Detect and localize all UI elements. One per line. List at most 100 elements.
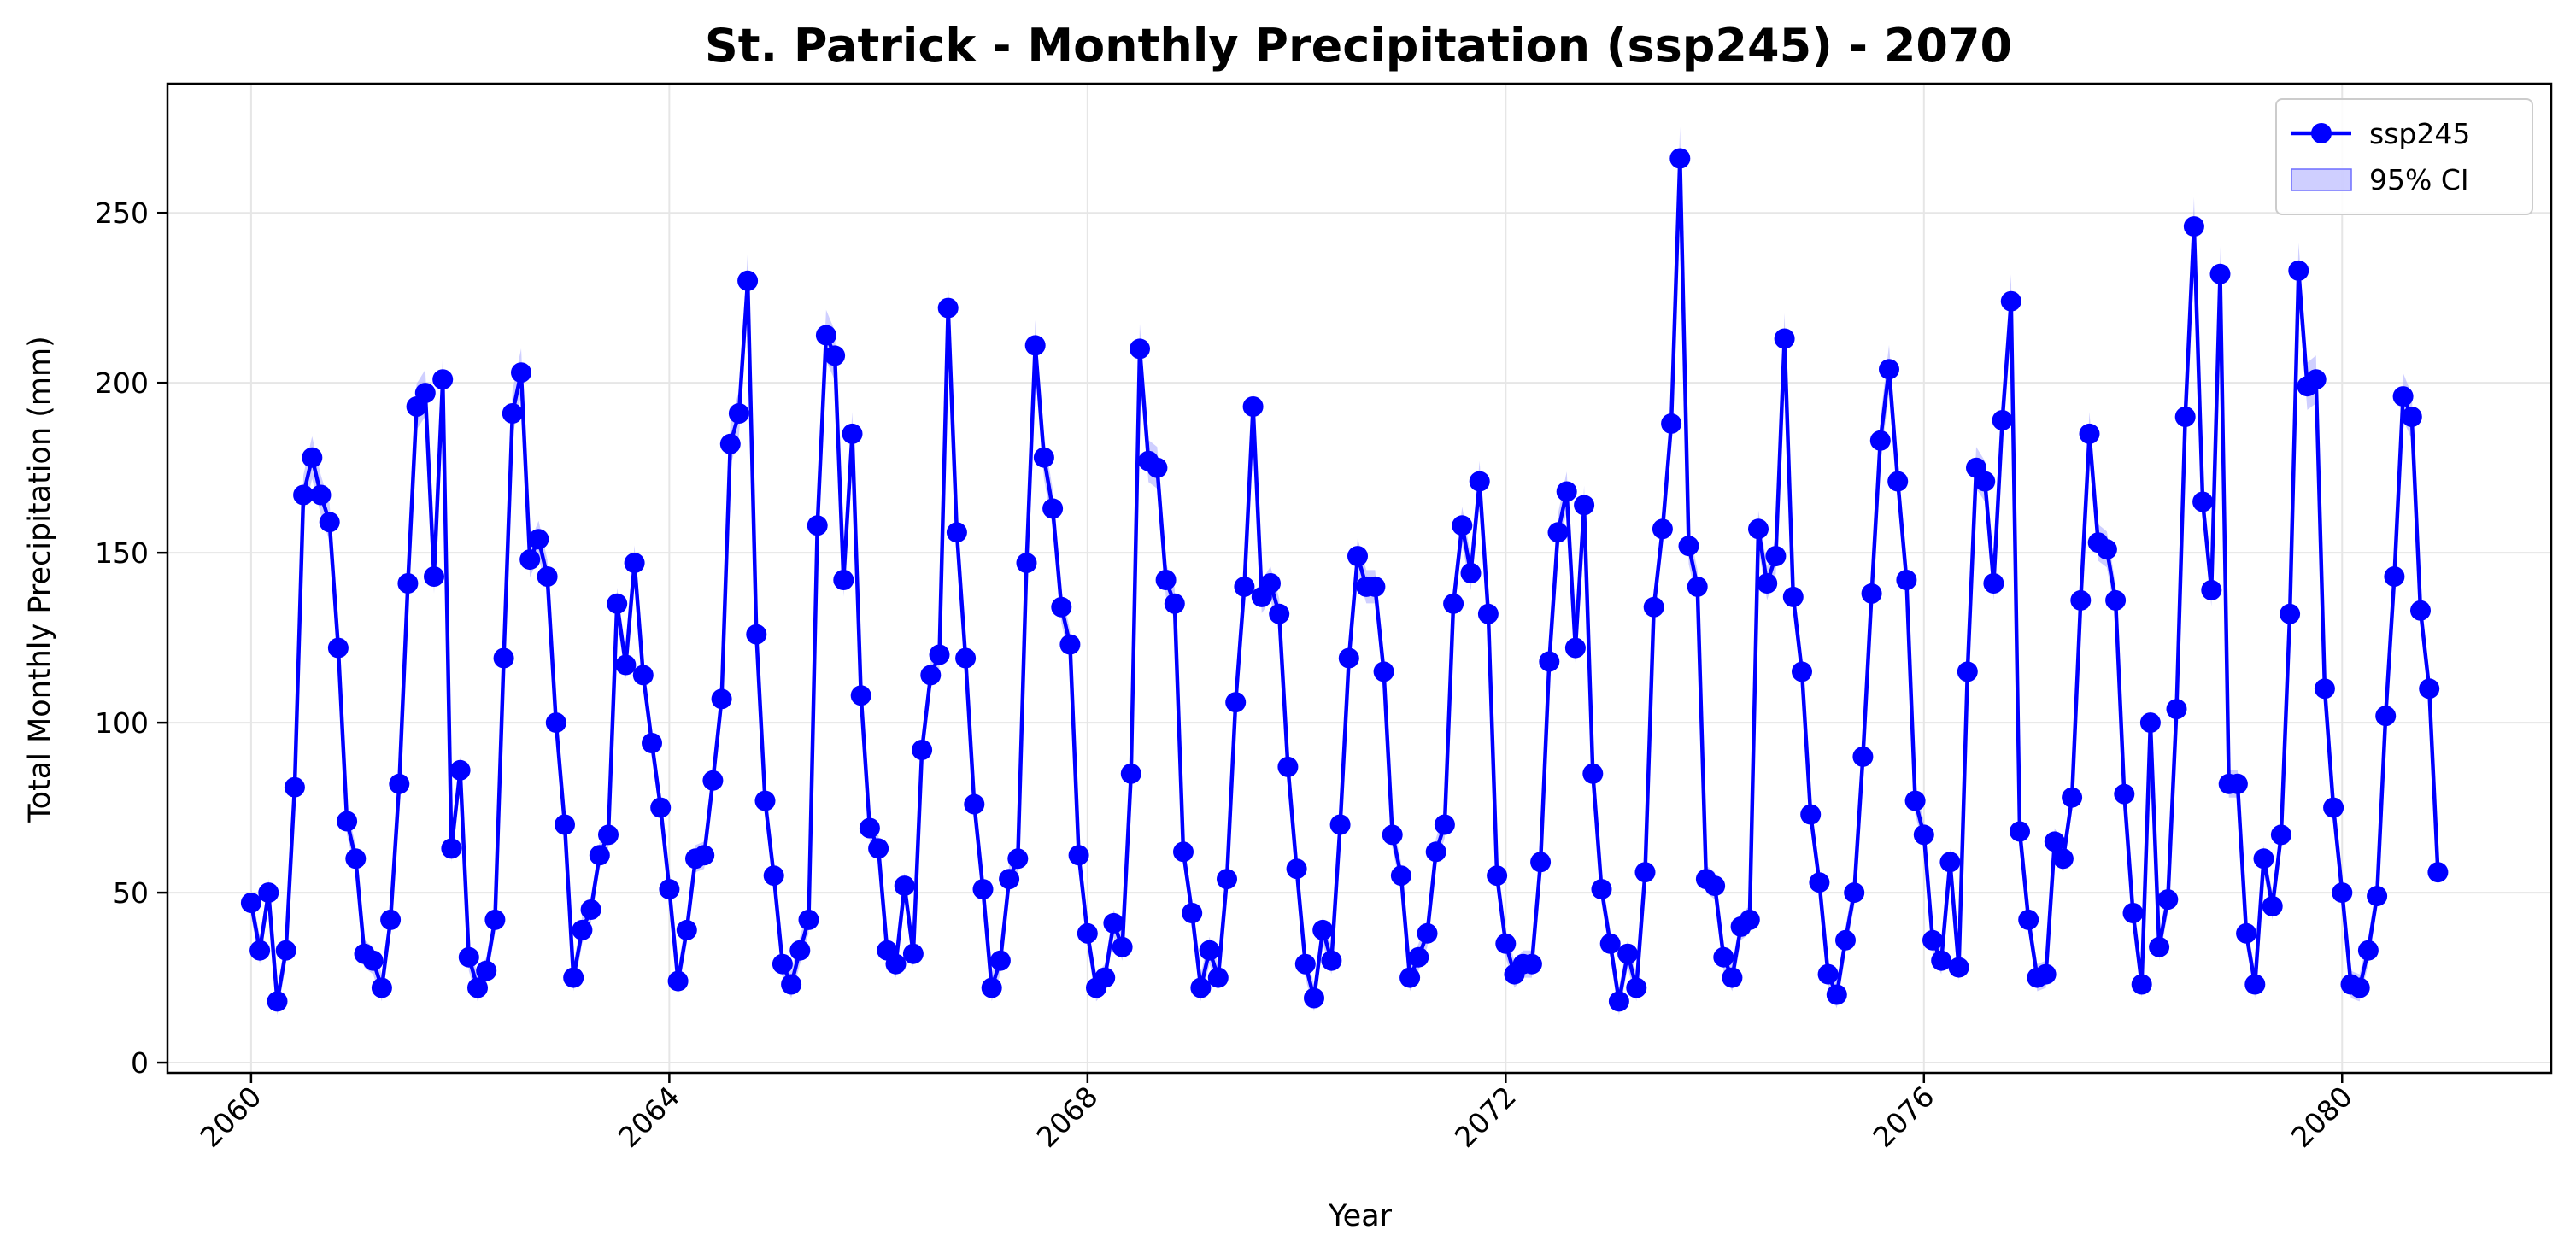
- data-point: [859, 817, 880, 839]
- data-point: [380, 909, 402, 930]
- data-point: [1887, 471, 1909, 492]
- x-axis-ticks: 2060 2064 2068 2072 2076 2080: [194, 1073, 2359, 1154]
- data-point: [1277, 756, 1299, 777]
- y-tick-label: 100: [95, 706, 149, 740]
- y-tick-label: 0: [131, 1046, 149, 1080]
- data-point: [1147, 457, 1168, 478]
- data-point: [2357, 940, 2379, 961]
- data-point: [1042, 498, 1064, 519]
- data-point: [2392, 386, 2414, 407]
- data-point: [1748, 518, 1769, 540]
- data-point: [807, 515, 828, 536]
- data-point: [1547, 522, 1569, 543]
- data-point: [1443, 593, 1464, 614]
- data-point: [824, 345, 846, 366]
- y-axis-ticks: 0 50 100 150 200 250: [95, 196, 167, 1080]
- x-tick-label: 2076: [1866, 1080, 1940, 1154]
- data-point: [1382, 824, 1403, 846]
- data-point: [2018, 909, 2039, 930]
- data-point: [999, 869, 1020, 890]
- data-point: [1434, 814, 1455, 835]
- data-point: [1477, 603, 1499, 624]
- data-point: [397, 573, 419, 594]
- data-point: [711, 688, 732, 710]
- data-point: [2105, 589, 2127, 611]
- data-point: [650, 797, 672, 818]
- data-point: [2000, 290, 2021, 312]
- data-point: [937, 297, 959, 319]
- series-line-layer: [249, 156, 2440, 1004]
- data-point: [310, 484, 332, 506]
- data-point: [955, 647, 977, 669]
- data-point: [537, 566, 558, 587]
- data-point: [1556, 481, 1577, 502]
- data-point: [580, 899, 601, 920]
- data-point: [1861, 583, 1882, 604]
- data-point: [2183, 216, 2204, 237]
- data-point: [1869, 430, 1891, 451]
- data-point: [555, 814, 575, 835]
- data-point: [337, 811, 358, 832]
- data-point: [1564, 637, 1586, 659]
- data-point: [1024, 335, 1046, 356]
- data-point: [2305, 369, 2327, 390]
- data-point: [912, 740, 933, 760]
- data-point: [1207, 967, 1229, 988]
- data-point: [667, 970, 689, 992]
- data-point: [2166, 699, 2187, 720]
- data-point: [1190, 977, 1212, 998]
- legend: ssp245 95% CI: [2275, 98, 2533, 215]
- data-point: [1390, 865, 1411, 887]
- data-point: [1364, 576, 1386, 597]
- data-point: [1774, 328, 1795, 349]
- data-point: [1225, 692, 1247, 713]
- data-point: [476, 960, 497, 981]
- data-point: [1425, 841, 1446, 863]
- data-point: [267, 991, 288, 1012]
- data-point: [1687, 576, 1708, 597]
- data-point: [1599, 933, 1621, 954]
- data-point: [258, 882, 279, 904]
- data-point: [676, 919, 697, 940]
- data-point: [1922, 929, 1943, 951]
- data-point: [545, 712, 566, 734]
- data-point: [2427, 862, 2449, 883]
- data-point: [2401, 407, 2422, 427]
- data-point: [1904, 790, 1926, 811]
- data-point: [1652, 518, 1673, 540]
- data-point: [1975, 471, 1996, 492]
- data-point: [424, 566, 444, 587]
- data-point: [484, 909, 506, 930]
- data-point: [1617, 943, 1639, 964]
- data-point: [1417, 922, 1438, 944]
- data-point: [1112, 936, 1133, 957]
- data-point: [1164, 593, 1185, 614]
- data-point: [1217, 869, 1237, 890]
- data-point: [2062, 787, 2083, 808]
- data-point: [572, 919, 593, 940]
- x-tick-label: 2080: [2285, 1080, 2359, 1154]
- data-point: [1234, 576, 1255, 597]
- data-point: [1130, 338, 1150, 360]
- data-point: [885, 953, 907, 975]
- data-point: [1661, 413, 1682, 434]
- data-point: [1792, 661, 1812, 682]
- legend-label-95-ci: 95% CI: [2369, 163, 2469, 196]
- data-point: [1957, 661, 1978, 682]
- data-point: [1678, 536, 1699, 557]
- y-tick-label: 200: [95, 366, 149, 400]
- data-point: [467, 977, 488, 998]
- data-point: [458, 946, 479, 968]
- data-point: [719, 433, 741, 454]
- data-point: [1852, 746, 1874, 767]
- data-point: [249, 940, 271, 961]
- data-point: [1408, 946, 1429, 968]
- data-point: [1373, 661, 1394, 682]
- data-point: [694, 845, 715, 866]
- data-point: [989, 950, 1011, 971]
- data-point: [2349, 977, 2370, 998]
- data-point: [2419, 678, 2440, 700]
- y-tick-label: 50: [113, 876, 149, 910]
- data-point: [1269, 603, 1290, 624]
